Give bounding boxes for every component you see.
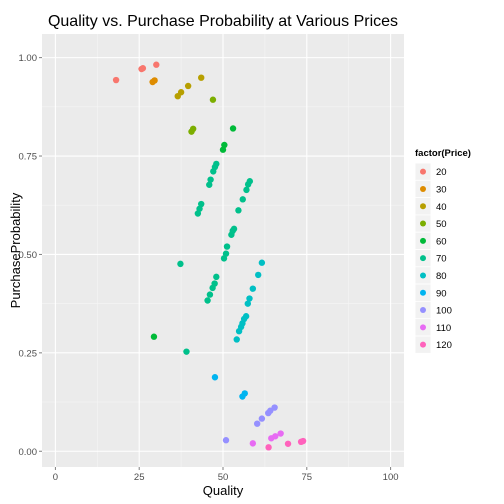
data-point-price-110 bbox=[249, 440, 257, 447]
legend-key-50 bbox=[420, 220, 426, 227]
legend-keys: 20 30 40 50 60 70 80 90 100 110 120 bbox=[414, 162, 452, 354]
y-axis: 0.00 0.25 0.50 0.75 1.00 bbox=[19, 53, 42, 458]
data-point-price-70 bbox=[246, 178, 254, 185]
data-point-price-70 bbox=[243, 186, 250, 194]
y-tick-label: 0.50 bbox=[19, 250, 38, 261]
data-point-price-20 bbox=[139, 65, 147, 72]
legend-label: 70 bbox=[436, 254, 447, 265]
legend-key-90 bbox=[420, 289, 426, 296]
data-point-price-70 bbox=[198, 200, 205, 208]
legend-key-30 bbox=[420, 185, 426, 192]
data-point-price-80 bbox=[233, 336, 240, 343]
legend-label: 80 bbox=[436, 271, 447, 282]
data-point-price-70 bbox=[223, 243, 231, 250]
data-point-price-120 bbox=[299, 437, 307, 445]
legend-label: 60 bbox=[436, 236, 447, 247]
chart-title: Quality vs. Purchase Probability at Vari… bbox=[48, 13, 398, 30]
y-tick-label: 0.25 bbox=[19, 348, 38, 359]
legend-label: 20 bbox=[436, 167, 447, 178]
legend-label: 100 bbox=[436, 306, 452, 317]
data-point-price-100 bbox=[258, 415, 266, 422]
legend-label: 50 bbox=[436, 219, 447, 230]
data-point-price-100 bbox=[222, 437, 230, 444]
x-tick-label: 75 bbox=[302, 472, 313, 483]
legend: factor(Price) 20 30 40 50 60 70 80 90 100 110 120 bbox=[414, 148, 471, 354]
data-point-price-100 bbox=[253, 420, 261, 427]
legend-key-100 bbox=[420, 307, 426, 314]
data-point-price-70 bbox=[235, 207, 242, 214]
data-point-price-40 bbox=[198, 74, 205, 81]
data-point-price-80 bbox=[258, 259, 266, 266]
data-point-price-80 bbox=[242, 313, 250, 320]
data-point-price-90 bbox=[211, 374, 219, 381]
y-tick-label: 1.00 bbox=[19, 53, 38, 64]
data-point-price-110 bbox=[272, 433, 279, 440]
data-point-price-90 bbox=[241, 390, 248, 397]
data-point-price-70 bbox=[204, 297, 211, 304]
data-point-price-100 bbox=[271, 404, 278, 411]
x-tick-label: 25 bbox=[134, 472, 145, 483]
data-point-price-70 bbox=[211, 280, 218, 287]
data-point-price-60 bbox=[150, 333, 158, 340]
y-tick-label: 0.75 bbox=[19, 152, 38, 163]
data-point-price-80 bbox=[244, 300, 252, 307]
legend-title: factor(Price) bbox=[415, 148, 471, 159]
data-point-price-70 bbox=[206, 291, 214, 298]
data-point-price-70 bbox=[213, 160, 220, 168]
legend-label: 30 bbox=[436, 184, 447, 195]
data-point-price-110 bbox=[277, 430, 284, 437]
x-axis-title: Quality bbox=[203, 483, 244, 498]
data-point-price-50 bbox=[189, 125, 197, 133]
data-point-price-70 bbox=[213, 273, 220, 281]
data-point-price-20 bbox=[112, 76, 120, 84]
data-point-price-120 bbox=[265, 444, 272, 451]
data-point-price-60 bbox=[221, 141, 228, 149]
data-point-price-40 bbox=[184, 82, 192, 90]
data-point-price-80 bbox=[249, 285, 257, 292]
legend-key-60 bbox=[420, 237, 426, 244]
x-tick-label: 100 bbox=[383, 472, 399, 483]
legend-label: 40 bbox=[436, 202, 447, 213]
data-point-price-20 bbox=[153, 61, 160, 68]
data-point-price-120 bbox=[284, 440, 292, 447]
data-point-price-80 bbox=[246, 295, 253, 302]
data-point-price-70 bbox=[206, 181, 213, 188]
legend-key-70 bbox=[420, 255, 426, 262]
data-point-price-80 bbox=[254, 271, 262, 279]
y-axis-title: PurchaseProbability bbox=[8, 192, 23, 308]
legend-key-20 bbox=[420, 168, 426, 175]
data-points bbox=[112, 61, 307, 451]
data-point-price-30 bbox=[151, 77, 158, 84]
y-tick-label: 0.00 bbox=[19, 447, 38, 458]
x-tick-label: 0 bbox=[53, 472, 58, 483]
major-gridlines bbox=[42, 34, 404, 467]
legend-label: 90 bbox=[436, 288, 447, 299]
legend-label: 120 bbox=[436, 340, 452, 351]
legend-key-110 bbox=[420, 324, 426, 331]
data-point-price-50 bbox=[209, 96, 217, 103]
legend-key-120 bbox=[420, 341, 426, 348]
data-point-price-70 bbox=[230, 225, 238, 233]
data-point-price-70 bbox=[177, 260, 184, 268]
data-point-price-60 bbox=[229, 125, 237, 132]
data-point-price-40 bbox=[177, 89, 185, 96]
data-point-price-70 bbox=[222, 250, 230, 257]
legend-key-80 bbox=[420, 272, 426, 279]
x-tick-label: 50 bbox=[218, 472, 229, 483]
legend-key-40 bbox=[420, 203, 426, 210]
legend-label: 110 bbox=[436, 323, 451, 334]
data-point-price-70 bbox=[207, 176, 214, 183]
x-axis: 0 25 50 75 100 bbox=[53, 467, 399, 483]
data-point-price-70 bbox=[183, 348, 190, 355]
data-point-price-70 bbox=[239, 196, 246, 203]
